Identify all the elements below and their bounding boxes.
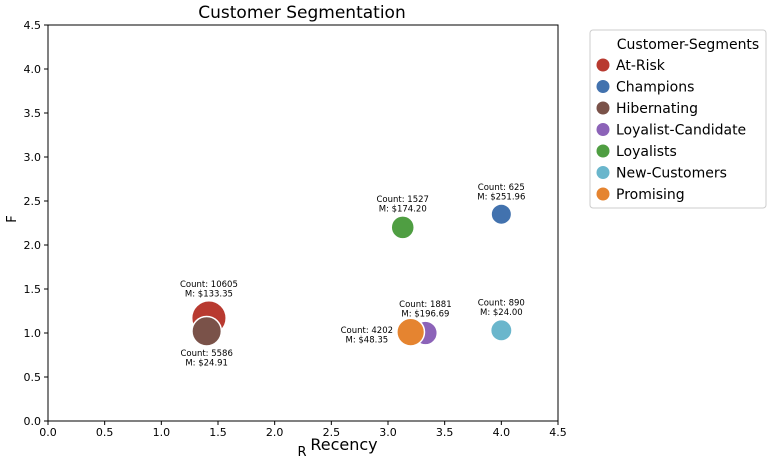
annotation-at-risk: M: $133.35 [185,289,233,299]
y-tick-label: 0.5 [24,371,42,384]
legend-label-new-customers: New-Customers [616,166,727,182]
legend-label-loyalists: Loyalists [616,144,677,160]
x-axis-label: R [297,445,306,460]
legend-label-promising: Promising [616,187,685,203]
annotation-loyalist-candidate: Count: 1881 [399,300,451,310]
y-tick-label: 2.5 [24,195,42,208]
scatter-points [190,203,513,347]
legend-marker-at-risk [596,58,610,72]
x-tick-label: 2.5 [323,426,341,439]
annotation-loyalists: Count: 1527 [377,195,429,205]
annotation-hibernating: Count: 5586 [180,349,232,359]
x-tick-label: 3.5 [436,426,454,439]
annotation-champions: Count: 625 [478,183,525,193]
legend-label-champions: Champions [616,80,694,96]
point-loyalists [390,215,416,240]
x-tick-label: 0.5 [96,426,114,439]
axis-ticks: 0.0 0.5 1.0 1.5 2.0 2.5 3.0 3.5 4.0 4.5 0.0 0.5 1.0 1… [24,19,567,439]
x-tick-label: 4.0 [493,426,511,439]
annotation-loyalist-candidate: M: $196.69 [401,310,449,320]
legend-label-loyalist-candidate: Loyalist-Candidate [616,123,746,139]
y-axis-label: F [5,215,20,222]
point-promising [396,317,426,347]
point-hibernating [191,315,223,347]
annotation-promising: M: $48.35 [346,336,389,346]
y-tick-label: 4.5 [24,19,42,32]
annotation-promising: Count: 4202 [341,326,393,336]
point-champions [490,203,513,226]
legend-label-hibernating: Hibernating [616,101,698,117]
y-tick-label: 1.5 [24,283,42,296]
point-new-customers [489,318,513,342]
x-tick-label: 4.5 [549,426,567,439]
annotation-new-customers: M: $24.00 [480,308,523,318]
legend-title: Customer-Segments [617,37,759,53]
legend-marker-promising [596,187,610,201]
annotation-champions: M: $251.96 [477,192,525,202]
legend-marker-new-customers [596,166,610,179]
annotation-new-customers: Count: 890 [478,299,525,309]
y-tick-label: 2.0 [24,239,42,252]
x-tick-label: 3.0 [379,426,397,439]
legend-marker-hibernating [596,101,610,115]
y-tick-label: 3.5 [24,107,42,120]
x-tick-label: 1.0 [153,426,171,439]
legend: Customer-Segments At-Risk Champions Hibern… [589,29,767,209]
chart-title: Customer Segmentation [198,3,405,23]
y-tick-label: 4.0 [24,63,42,76]
x-axis-subtitle: Recency [310,435,377,454]
y-tick-label: 0.0 [24,415,42,428]
legend-box [589,29,767,209]
legend-marker-champions [596,80,610,93]
plot-frame [47,24,559,422]
legend-marker-loyalist-candidate [596,123,610,136]
x-tick-label: 1.5 [209,426,227,439]
legend-label-at-risk: At-Risk [616,58,666,74]
x-tick-label: 0.0 [39,426,57,439]
annotation-at-risk: Count: 10605 [180,280,238,290]
annotation-loyalists: M: $174.20 [379,204,427,214]
x-tick-label: 2.0 [266,426,284,439]
y-tick-label: 1.0 [24,327,42,340]
annotation-hibernating: M: $24.91 [185,358,228,368]
y-tick-label: 3.0 [24,151,42,164]
legend-marker-loyalists [596,144,610,158]
